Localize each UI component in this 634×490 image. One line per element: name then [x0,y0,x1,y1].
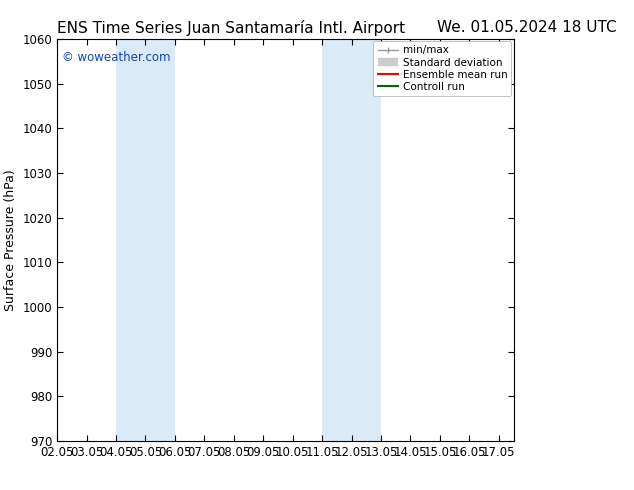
Text: We. 01.05.2024 18 UTC: We. 01.05.2024 18 UTC [437,20,617,35]
Text: ENS Time Series Juan Santamaría Intl. Airport: ENS Time Series Juan Santamaría Intl. Ai… [57,20,405,36]
Bar [352,39,381,441]
Bar [322,39,352,441]
Text: © woweather.com: © woweather.com [61,51,170,64]
Y-axis label: Surface Pressure (hPa): Surface Pressure (hPa) [4,169,17,311]
Legend: min/max, Standard deviation, Ensemble mean run, Controll run: min/max, Standard deviation, Ensemble me… [373,41,512,96]
Bar [145,39,175,441]
Bar [116,39,145,441]
